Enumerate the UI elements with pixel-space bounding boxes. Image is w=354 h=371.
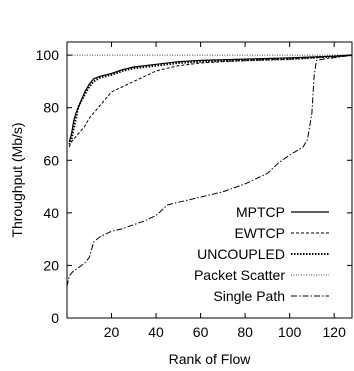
x-tick-label: 120 xyxy=(323,324,347,340)
y-axis-label: Throughput (Mb/s) xyxy=(9,122,25,237)
y-tick-label: 100 xyxy=(36,47,60,63)
y-tick-label: 20 xyxy=(43,257,59,273)
legend-label: Single Path xyxy=(213,288,285,304)
y-tick-label: 80 xyxy=(43,100,59,116)
y-tick-label: 60 xyxy=(43,152,59,168)
legend-label: UNCOUPLED xyxy=(197,246,285,262)
series-line-uncoupled xyxy=(68,54,353,145)
legend: MPTCP EWTCP UNCOUPLED Packet Scatter Single … xyxy=(194,204,329,304)
series-line-ewtcp xyxy=(68,54,353,148)
x-tick-label: 100 xyxy=(278,324,302,340)
series-lines xyxy=(66,54,353,287)
x-axis-label: Rank of Flow xyxy=(169,351,252,367)
x-tick-label: 20 xyxy=(104,324,120,340)
x-tick-label: 40 xyxy=(148,324,164,340)
axis-ticks: 0 20 40 60 80 100 20 40 60 80 100 120 xyxy=(36,42,352,340)
series-line-single-path xyxy=(66,54,353,287)
plot-frame xyxy=(66,41,353,319)
x-tick-label: 80 xyxy=(237,324,253,340)
legend-label: MPTCP xyxy=(236,204,285,220)
y-tick-label: 0 xyxy=(51,310,59,326)
legend-label: EWTCP xyxy=(234,225,285,241)
x-tick-label: 60 xyxy=(193,324,209,340)
legend-label: Packet Scatter xyxy=(194,267,285,283)
y-tick-label: 40 xyxy=(43,205,59,221)
